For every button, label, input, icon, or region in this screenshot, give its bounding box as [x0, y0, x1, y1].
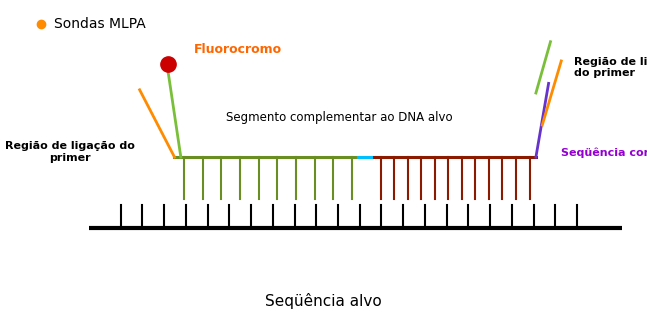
Text: Seqüência alvo: Seqüência alvo — [265, 293, 382, 309]
Text: Região de ligação do
primer: Região de ligação do primer — [5, 142, 135, 163]
Text: Sondas MLPA: Sondas MLPA — [54, 17, 146, 31]
Text: Fluorocromo: Fluorocromo — [193, 43, 281, 56]
Text: Segmento complementar ao DNA alvo: Segmento complementar ao DNA alvo — [226, 111, 453, 124]
Text: Seqüência coringa: Seqüência coringa — [562, 147, 647, 158]
Text: Região de ligação
do primer: Região de ligação do primer — [574, 57, 647, 78]
